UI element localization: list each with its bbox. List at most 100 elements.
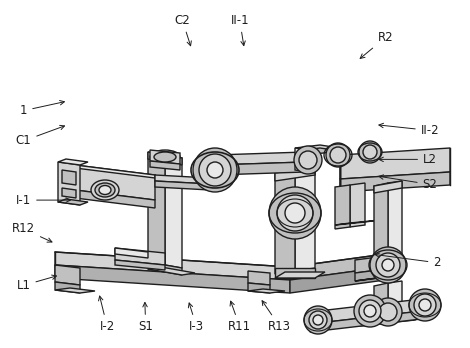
Ellipse shape [154,152,176,162]
Polygon shape [374,283,388,315]
Polygon shape [165,155,182,268]
Text: R2: R2 [360,31,393,58]
Ellipse shape [91,180,119,200]
Polygon shape [290,265,400,293]
Polygon shape [58,199,88,205]
Circle shape [359,300,381,322]
Text: R13: R13 [262,301,291,333]
Polygon shape [115,260,165,270]
Circle shape [294,146,322,174]
Text: L2: L2 [379,153,437,166]
Polygon shape [335,185,350,229]
Polygon shape [55,288,95,293]
Polygon shape [148,152,165,265]
Polygon shape [55,265,290,293]
Polygon shape [150,161,180,170]
Polygon shape [335,220,380,225]
Polygon shape [340,148,450,179]
Circle shape [299,151,317,169]
Circle shape [419,299,431,311]
Polygon shape [275,268,315,278]
Polygon shape [275,170,295,274]
Polygon shape [360,302,415,318]
Circle shape [309,311,327,329]
Polygon shape [55,252,290,280]
Text: S2: S2 [379,175,438,191]
Polygon shape [374,183,388,263]
Polygon shape [275,272,325,278]
Text: I-2: I-2 [99,296,115,333]
Ellipse shape [95,183,115,197]
Text: II-1: II-1 [230,14,249,46]
Circle shape [313,315,323,325]
Polygon shape [295,148,315,173]
Polygon shape [248,271,270,285]
Polygon shape [115,248,148,258]
Polygon shape [340,172,450,192]
Ellipse shape [150,150,180,164]
Circle shape [199,154,231,186]
Circle shape [207,162,223,178]
Polygon shape [248,289,285,293]
Text: 1: 1 [20,101,64,117]
Polygon shape [75,165,155,200]
Polygon shape [290,252,400,280]
Polygon shape [148,152,182,165]
Polygon shape [388,181,402,260]
Circle shape [374,298,402,326]
Polygon shape [148,262,182,275]
Polygon shape [155,181,210,190]
Polygon shape [148,267,195,275]
Polygon shape [350,183,365,227]
Polygon shape [295,145,340,151]
Text: I-3: I-3 [188,303,204,333]
Polygon shape [388,281,402,312]
Polygon shape [150,150,180,164]
Polygon shape [248,283,270,293]
Circle shape [304,306,332,334]
Polygon shape [62,188,76,198]
Polygon shape [295,148,340,154]
Circle shape [330,147,346,163]
Circle shape [379,303,397,321]
Text: R12: R12 [12,222,52,242]
Polygon shape [58,162,80,205]
Polygon shape [360,312,415,326]
Polygon shape [62,170,76,185]
Text: C2: C2 [174,14,191,46]
Circle shape [409,289,441,321]
Circle shape [193,148,237,192]
Polygon shape [310,298,430,324]
Circle shape [277,195,313,231]
Circle shape [376,253,400,277]
Polygon shape [374,181,402,193]
Polygon shape [55,265,80,285]
Circle shape [370,247,406,283]
Polygon shape [75,165,155,178]
Polygon shape [55,282,80,293]
Polygon shape [355,276,392,281]
Circle shape [359,141,381,163]
Text: 2: 2 [375,253,441,269]
Polygon shape [75,190,155,208]
Text: L1: L1 [16,275,56,292]
Polygon shape [295,167,315,271]
Polygon shape [215,152,305,165]
Polygon shape [355,257,378,273]
Polygon shape [275,167,315,181]
Text: R11: R11 [228,301,251,333]
Text: C1: C1 [16,125,64,148]
Text: S1: S1 [138,302,153,333]
Polygon shape [215,162,305,175]
Ellipse shape [99,185,111,195]
Polygon shape [58,159,88,165]
Polygon shape [355,270,378,281]
Circle shape [285,203,305,223]
Polygon shape [115,248,165,265]
Polygon shape [310,310,430,332]
Circle shape [364,305,376,317]
Circle shape [363,145,377,159]
Circle shape [382,259,394,271]
Polygon shape [155,175,210,184]
Circle shape [354,295,386,327]
